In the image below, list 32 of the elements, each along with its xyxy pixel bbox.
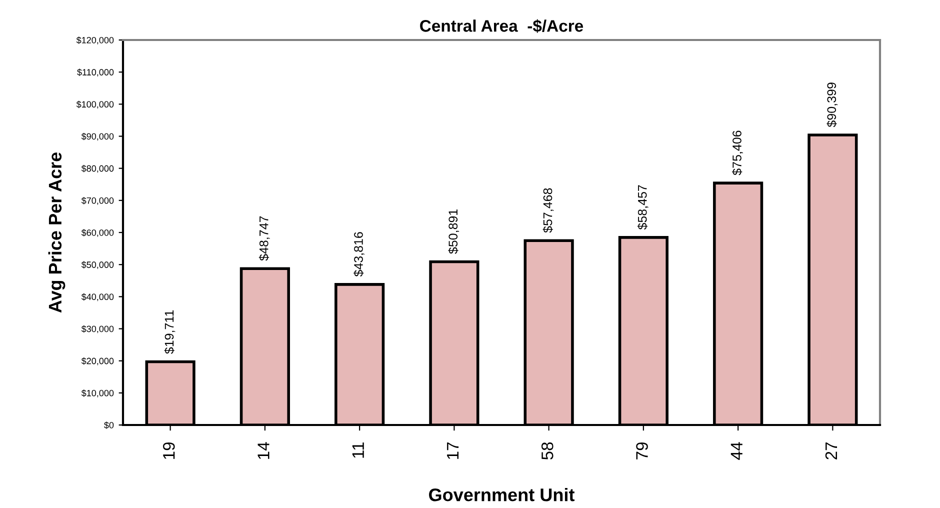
x-tick-label: 27 [825, 442, 837, 460]
y-axis-title: Avg Price Per Acre [48, 152, 66, 313]
y-tick-label: $20,000 [81, 357, 114, 366]
x-tick-label: 19 [162, 442, 175, 459]
y-tick-label: $110,000 [77, 68, 114, 77]
y-tick-label: $40,000 [81, 293, 114, 302]
y-tick-label: $120,000 [76, 36, 114, 44]
x-axis-title: Government Unit [429, 488, 575, 502]
x-tick-label: 11 [352, 442, 364, 458]
y-tick-label: $50,000 [81, 261, 114, 270]
data-label: $75,406 [732, 130, 743, 176]
data-label: $19,711 [164, 310, 176, 354]
data-label: $90,399 [826, 82, 838, 128]
y-tick-label: $10,000 [81, 390, 114, 398]
x-tick-label: 17 [447, 442, 458, 459]
data-label: $48,747 [258, 216, 270, 261]
data-label: $58,457 [637, 185, 648, 230]
y-tick-label: $30,000 [81, 325, 114, 334]
data-label: $57,468 [542, 188, 554, 233]
y-tick-label: $100,000 [76, 100, 114, 109]
y-tick-label: $70,000 [81, 197, 114, 205]
y-tick-label: $60,000 [81, 229, 114, 237]
x-tick-label: 79 [636, 442, 648, 460]
x-tick-label: 44 [730, 442, 742, 460]
y-tick-label: $80,000 [81, 164, 114, 173]
y-tick-label: $90,000 [81, 132, 114, 141]
x-tick-label: 58 [541, 442, 554, 460]
x-tick-label: 14 [258, 442, 270, 459]
chart-title: Central Area -$/Acre [420, 19, 584, 33]
data-label: $43,816 [354, 232, 364, 277]
y-tick-label: $0 [104, 422, 114, 429]
data-label: $50,891 [448, 209, 460, 254]
